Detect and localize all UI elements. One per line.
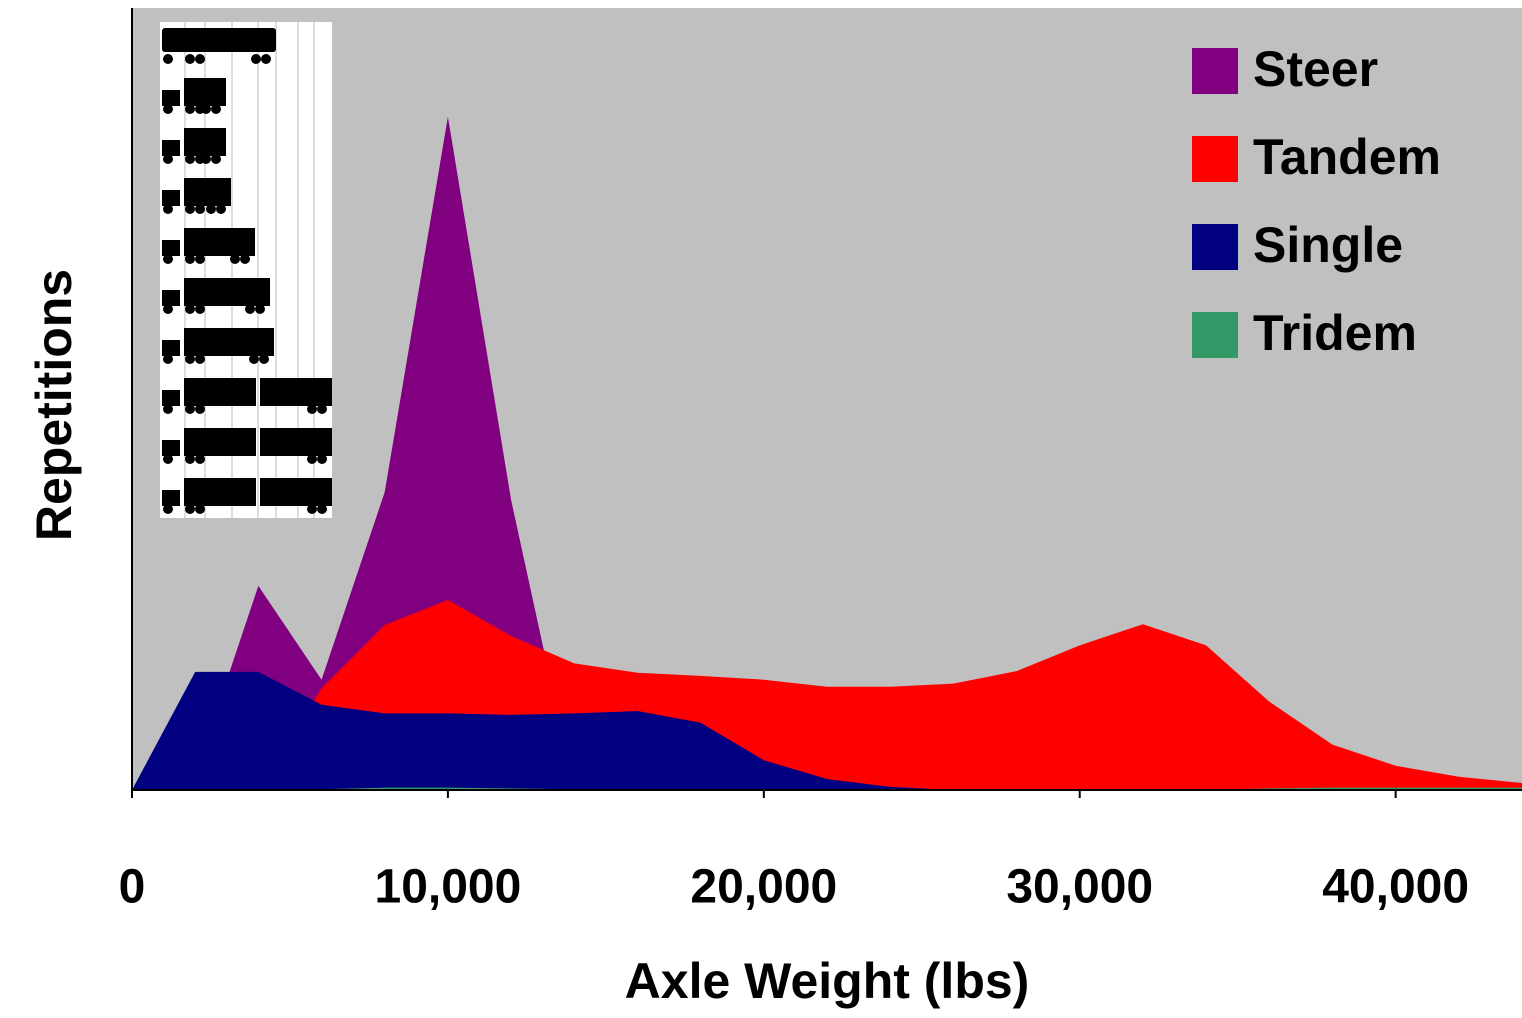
wheel <box>195 354 205 364</box>
legend-label: Tandem <box>1253 129 1441 185</box>
wheel <box>249 354 259 364</box>
wheel <box>261 54 271 64</box>
chart: Repetitions Axle Weight (lbs) 0 10,000 20,… <box>0 0 1522 1018</box>
wheel <box>185 454 195 464</box>
truck-cab <box>162 340 180 356</box>
wheel <box>307 454 317 464</box>
trailer <box>260 428 332 456</box>
wheel <box>163 104 173 114</box>
wheel <box>195 504 205 514</box>
wheel <box>317 454 327 464</box>
wheel <box>245 304 255 314</box>
wheel <box>195 254 205 264</box>
legend-swatch <box>1192 48 1238 94</box>
legend-swatch <box>1192 312 1238 358</box>
legend-swatch <box>1192 136 1238 182</box>
truck-class-inset <box>160 22 332 518</box>
trailer <box>184 428 256 456</box>
page: {"chart_data": {"type": "area", "x_label… <box>0 0 1522 1018</box>
truck-cab <box>162 140 180 156</box>
truck-cab <box>162 190 180 206</box>
wheel <box>163 304 173 314</box>
wheel <box>317 404 327 414</box>
trailer <box>184 178 231 206</box>
wheel <box>185 404 195 414</box>
wheel <box>185 104 195 114</box>
wheel <box>195 54 205 64</box>
x-tick-label: 10,000 <box>375 861 522 914</box>
truck-cab <box>162 490 180 506</box>
wheel <box>185 254 195 264</box>
wheel <box>163 54 173 64</box>
wheel <box>185 204 195 214</box>
wheel <box>163 504 173 514</box>
x-tick-label: 0 <box>119 861 146 914</box>
wheel <box>216 204 226 214</box>
truck-cab <box>162 90 180 106</box>
trailer <box>260 378 332 406</box>
trailer <box>184 378 256 406</box>
x-tick-label: 30,000 <box>1006 861 1153 914</box>
trailer <box>184 128 226 156</box>
truck-cab <box>162 290 180 306</box>
wheel <box>163 254 173 264</box>
bus <box>162 28 276 52</box>
wheel <box>185 504 195 514</box>
truck-cab <box>162 240 180 256</box>
legend-label: Tridem <box>1253 305 1417 361</box>
trailer <box>184 78 226 106</box>
wheel <box>317 504 327 514</box>
wheel <box>195 454 205 464</box>
wheel <box>230 254 240 264</box>
trailer <box>184 228 255 256</box>
truck-cab <box>162 390 180 406</box>
legend-swatch <box>1192 224 1238 270</box>
wheel <box>211 104 221 114</box>
wheel <box>201 104 211 114</box>
wheel <box>206 204 216 214</box>
legend-label: Steer <box>1253 41 1378 97</box>
wheel <box>259 354 269 364</box>
trailer <box>184 478 256 506</box>
wheel <box>195 304 205 314</box>
wheel <box>240 254 250 264</box>
wheel <box>185 304 195 314</box>
wheel <box>185 154 195 164</box>
x-axis-label: Axle Weight (lbs) <box>625 953 1030 1009</box>
wheel <box>163 454 173 464</box>
wheel <box>185 54 195 64</box>
wheel <box>307 504 317 514</box>
wheel <box>307 404 317 414</box>
x-tick-label: 20,000 <box>690 861 837 914</box>
wheel <box>185 354 195 364</box>
x-tick-label: 40,000 <box>1322 861 1469 914</box>
wheel <box>163 154 173 164</box>
y-axis-label: Repetitions <box>26 269 82 541</box>
wheel <box>195 204 205 214</box>
trailer <box>184 278 270 306</box>
wheel <box>195 404 205 414</box>
truck-cab <box>162 440 180 456</box>
wheel <box>163 204 173 214</box>
wheel <box>251 54 261 64</box>
legend-label: Single <box>1253 217 1403 273</box>
trailer <box>184 328 274 356</box>
wheel <box>201 154 211 164</box>
trailer <box>260 478 332 506</box>
wheel <box>255 304 265 314</box>
wheel <box>163 354 173 364</box>
wheel <box>163 404 173 414</box>
wheel <box>211 154 221 164</box>
